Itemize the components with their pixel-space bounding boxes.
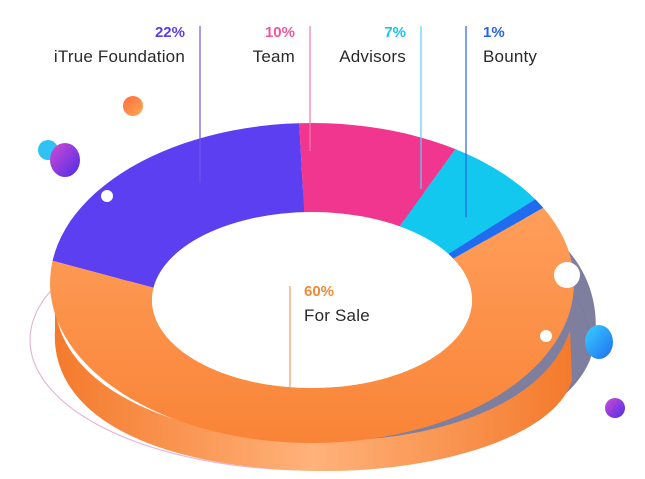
decor-bubble [50,143,80,177]
donut-hole [152,212,472,388]
label-for-sale: 60% For Sale [304,284,370,324]
slice-value-label: 22% [154,24,185,41]
slice-name-label: Advisors [339,47,406,66]
slice-name-label: iTrue Foundation [53,47,185,66]
decor-bubble [123,96,143,116]
slice-name-label: For Sale [304,306,370,325]
decor-bubble [605,398,625,418]
decor-bubble [554,262,580,288]
slice-itrue-foundation [52,123,305,288]
slice-side-for-sale [54,290,573,472]
slice-name-label: Team [252,47,295,66]
slice-value-label: 60% [304,283,335,300]
decor-bubble [585,325,613,359]
label-team: 10% Team [253,25,295,65]
slice-value-label: 1% [483,24,505,41]
slice-bounty [448,199,544,259]
slice-value-label: 7% [384,24,406,41]
label-bounty: 1% Bounty [483,25,537,65]
slice-name-label: Bounty [483,47,538,66]
slice-value-label: 10% [264,24,295,41]
label-itrue-foundation: 22% iTrue Foundation [54,25,185,65]
label-advisors: 7% Advisors [339,25,406,65]
slice-advisors [399,149,536,254]
decor-bubble [540,330,552,342]
slice-team [299,123,456,227]
slice-for-sale [50,207,574,443]
decor-bubble [101,190,113,202]
